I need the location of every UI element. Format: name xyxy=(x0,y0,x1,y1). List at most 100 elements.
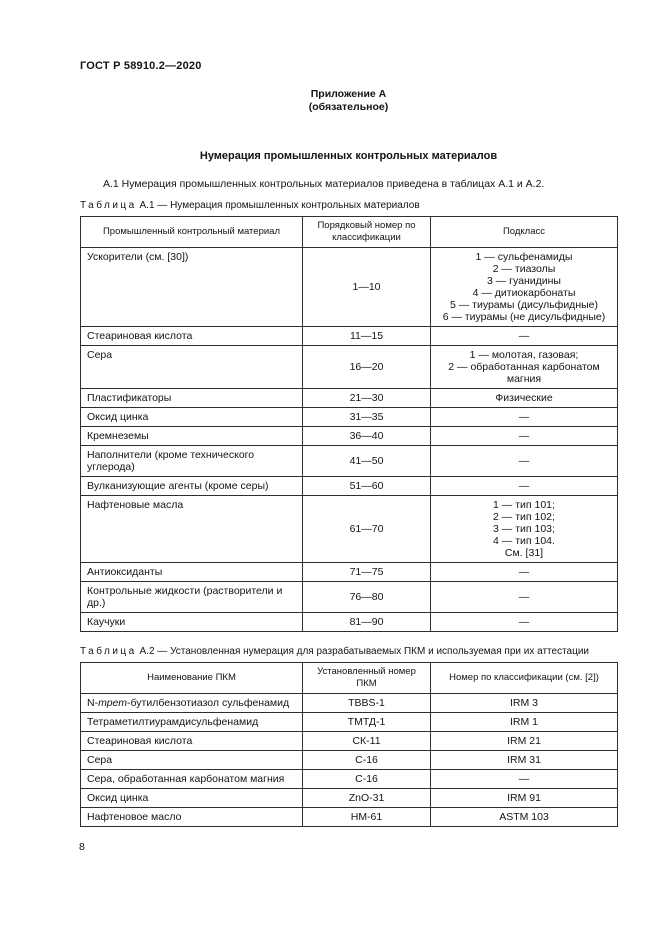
row-name-cell: Сера xyxy=(80,345,303,389)
row-value-cell: — xyxy=(430,476,618,496)
subclass-line: 2 — тип 102; xyxy=(493,511,555,523)
column-header-pkm-name: Наименование ПКМ xyxy=(80,662,303,694)
subclass-line: 1 — тип 101; xyxy=(493,499,555,511)
row-name-cell: Оксид цинка xyxy=(80,788,303,808)
row-number-cell: 16—20 xyxy=(302,345,431,389)
row-value-cell: — xyxy=(430,407,618,427)
table-row: N-трет-бутилбензотиазол сульфенамид TBBS-… xyxy=(80,693,618,713)
table-caption-separator: — xyxy=(157,200,168,211)
row-number-cell: 11—15 xyxy=(302,326,431,346)
table-row: Стеариновая кислота 11—15— xyxy=(80,326,618,346)
table-caption-number: А.1 xyxy=(139,200,155,211)
row-number-cell: 81—90 xyxy=(302,612,431,632)
row-number-cell: С-16 xyxy=(302,769,431,789)
row-name-cell: Антиоксиданты xyxy=(80,562,303,582)
row-name-cell: Вулканизующие агенты (кроме серы) xyxy=(80,476,303,496)
table-caption-text: Нумерация промышленных контрольных матер… xyxy=(170,200,420,211)
subclass-line: 3 — тип 103; xyxy=(493,523,555,535)
subclass-line: 1 — сульфенамиды xyxy=(475,251,573,263)
table-row: Ускорители (см. [30]) 1—10 1 — сульфенамид… xyxy=(80,247,618,327)
column-header-material: Промышленный контрольный материал xyxy=(80,216,303,248)
table-row: Каучуки 81—90— xyxy=(80,612,618,632)
row-number-cell: 76—80 xyxy=(302,581,431,613)
table-a1: Промышленный контрольный материал Порядк… xyxy=(80,216,618,632)
subclass-line: 2 — обработанная карбонатом xyxy=(448,361,600,373)
table-row: Стеариновая кислота СК-11 IRM 21 xyxy=(80,731,618,751)
column-header-classification: Номер по классификации (см. [2]) xyxy=(430,662,618,694)
row-value-cell: IRM 3 xyxy=(430,693,618,713)
table-row: Сера, обработанная карбонатом магния С-16… xyxy=(80,769,618,789)
table-caption-text: Установленная нумерация для разрабатывае… xyxy=(170,646,589,657)
table-row: Наполнители (кроме технического углерода… xyxy=(80,445,618,477)
row-number-cell: 21—30 xyxy=(302,388,431,408)
table-row: Сера С-16 IRM 31 xyxy=(80,750,618,770)
row-number-cell: 36—40 xyxy=(302,426,431,446)
table-caption-number: А.2 xyxy=(139,646,155,657)
row-value-cell: IRM 91 xyxy=(430,788,618,808)
table-caption-word: Таблица xyxy=(80,200,137,211)
row-name-cell: Контрольные жидкости (растворители и др.… xyxy=(80,581,303,613)
table-row: Нафтеновое масло НМ-61 ASTM 103 xyxy=(80,807,618,827)
row-number-cell: 31—35 xyxy=(302,407,431,427)
row-value-cell: — xyxy=(430,562,618,582)
page-title: Нумерация промышленных контрольных матер… xyxy=(199,150,498,162)
subclass-line: 1 — молотая, газовая; xyxy=(469,349,579,361)
intro-paragraph: А.1 Нумерация промышленных контрольных м… xyxy=(103,178,545,190)
row-name-cell: Стеариновая кислота xyxy=(80,731,303,751)
subclass-line: 4 — тип 104. xyxy=(493,535,555,547)
table-row: Антиоксиданты 71—75— xyxy=(80,562,618,582)
row-value-cell: 1 — тип 101; 2 — тип 102; 3 — тип 103; 4 — … xyxy=(430,495,618,563)
column-header-number: Порядковый номер по классификации xyxy=(302,216,431,248)
annex-heading: Приложение А (обязательное) xyxy=(80,88,617,114)
table-a1-head: Промышленный контрольный материал Порядк… xyxy=(80,216,618,248)
row-value-cell: IRM 1 xyxy=(430,712,618,732)
row-number-cell: 51—60 xyxy=(302,476,431,496)
table-row: Нафтеновые масла 61—70 1 — тип 101; 2 — тип… xyxy=(80,495,618,563)
column-header-pkm-number: Установленный номер ПКМ xyxy=(302,662,431,694)
row-name-cell: N-трет-бутилбензотиазол сульфенамид xyxy=(80,693,303,713)
row-number-cell: 61—70 xyxy=(302,495,431,563)
row-name-cell: Стеариновая кислота xyxy=(80,326,303,346)
subclass-line: 2 — тиазолы xyxy=(492,263,556,275)
row-name-cell: Кремнеземы xyxy=(80,426,303,446)
table-a2: Наименование ПКМ Установленный номер ПКМ… xyxy=(80,662,618,827)
row-number-cell: ТМТД-1 xyxy=(302,712,431,732)
row-value-cell: 1 — сульфенамиды 2 — тиазолы 3 — гуанидины… xyxy=(430,247,618,327)
table-row: Кремнеземы 36—40— xyxy=(80,426,618,446)
row-value-cell: IRM 21 xyxy=(430,731,618,751)
subclass-line: 5 — тиурамы (дисульфидные) xyxy=(449,299,598,311)
row-name-cell: Сера xyxy=(80,750,303,770)
table-a2-body: N-трет-бутилбензотиазол сульфенамид TBBS-… xyxy=(80,693,618,827)
row-value-cell: — xyxy=(430,445,618,477)
table-a2-caption: Таблица А.2 — Установленная нумерация дл… xyxy=(80,646,617,658)
row-value-cell: Физические xyxy=(430,388,618,408)
table-caption-separator: — xyxy=(157,646,168,657)
row-name-cell: Наполнители (кроме технического углерода… xyxy=(80,445,303,477)
row-value-cell: ASTM 103 xyxy=(430,807,618,827)
row-number-cell: 41—50 xyxy=(302,445,431,477)
row-value-cell: — xyxy=(430,326,618,346)
row-number-cell: 71—75 xyxy=(302,562,431,582)
table-row: Тетраметилтиурамдисульфенамид ТМТД-1 IRM 1 xyxy=(80,712,618,732)
row-number-cell: С-16 xyxy=(302,750,431,770)
row-number-cell: 1—10 xyxy=(302,247,431,327)
table-row: Контрольные жидкости (растворители и др.… xyxy=(80,581,618,613)
table-header-row: Наименование ПКМ Установленный номер ПКМ… xyxy=(80,662,618,694)
row-name-cell: Тетраметилтиурамдисульфенамид xyxy=(80,712,303,732)
row-value-cell: — xyxy=(430,426,618,446)
row-value-cell: — xyxy=(430,612,618,632)
page-number: 8 xyxy=(79,841,85,853)
table-row: Вулканизующие агенты (кроме серы) 51—60— xyxy=(80,476,618,496)
table-row: Сера 16—20 1 — молотая, газовая; 2 — обрабо… xyxy=(80,345,618,389)
table-a2-head: Наименование ПКМ Установленный номер ПКМ… xyxy=(80,662,618,694)
row-value-cell: — xyxy=(430,769,618,789)
table-caption-word: Таблица xyxy=(80,646,137,657)
subclass-line: 3 — гуанидины xyxy=(487,275,561,287)
subclass-line: См. [31] xyxy=(504,547,544,559)
row-name-cell: Ускорители (см. [30]) xyxy=(80,247,303,327)
row-name-cell: Сера, обработанная карбонатом магния xyxy=(80,769,303,789)
subclass-line: 4 — дитиокарбонаты xyxy=(472,287,576,299)
table-row: Оксид цинка 31—35— xyxy=(80,407,618,427)
column-header-subclass: Подкласс xyxy=(430,216,618,248)
document-number-header: ГОСТ Р 58910.2—2020 xyxy=(80,60,202,72)
